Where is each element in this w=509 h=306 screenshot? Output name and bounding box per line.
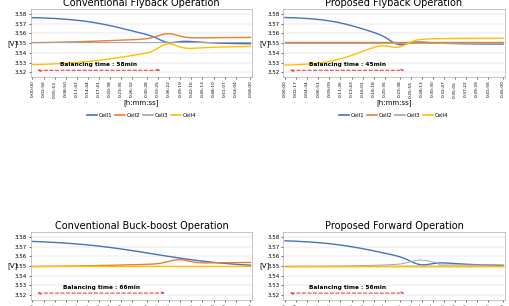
Y-axis label: [V]: [V] (259, 40, 269, 47)
X-axis label: [h:mm:ss]: [h:mm:ss] (376, 99, 411, 106)
Y-axis label: [V]: [V] (259, 263, 269, 269)
Text: Balancing time : 66min: Balancing time : 66min (63, 285, 139, 290)
Text: Balancing time : 58min: Balancing time : 58min (60, 62, 137, 67)
Text: Balancing time : 56min: Balancing time : 56min (308, 285, 385, 290)
Y-axis label: [V]: [V] (7, 263, 17, 269)
Title: Conventional Flyback Operation: Conventional Flyback Operation (63, 0, 219, 8)
Title: Conventional Buck-boost Operation: Conventional Buck-boost Operation (54, 221, 228, 231)
Legend: Cell1, Cell2, Cell3, Cell4: Cell1, Cell2, Cell3, Cell4 (84, 111, 198, 121)
Title: Proposed Forward Operation: Proposed Forward Operation (324, 221, 463, 231)
Y-axis label: [V]: [V] (7, 40, 17, 47)
X-axis label: [h:mm:ss]: [h:mm:ss] (124, 99, 159, 106)
Text: Balancing time : 45min: Balancing time : 45min (308, 62, 385, 67)
Title: Proposed Flyback Operation: Proposed Flyback Operation (325, 0, 462, 8)
Legend: Cell1, Cell2, Cell3, Cell4: Cell1, Cell2, Cell3, Cell4 (336, 111, 450, 121)
